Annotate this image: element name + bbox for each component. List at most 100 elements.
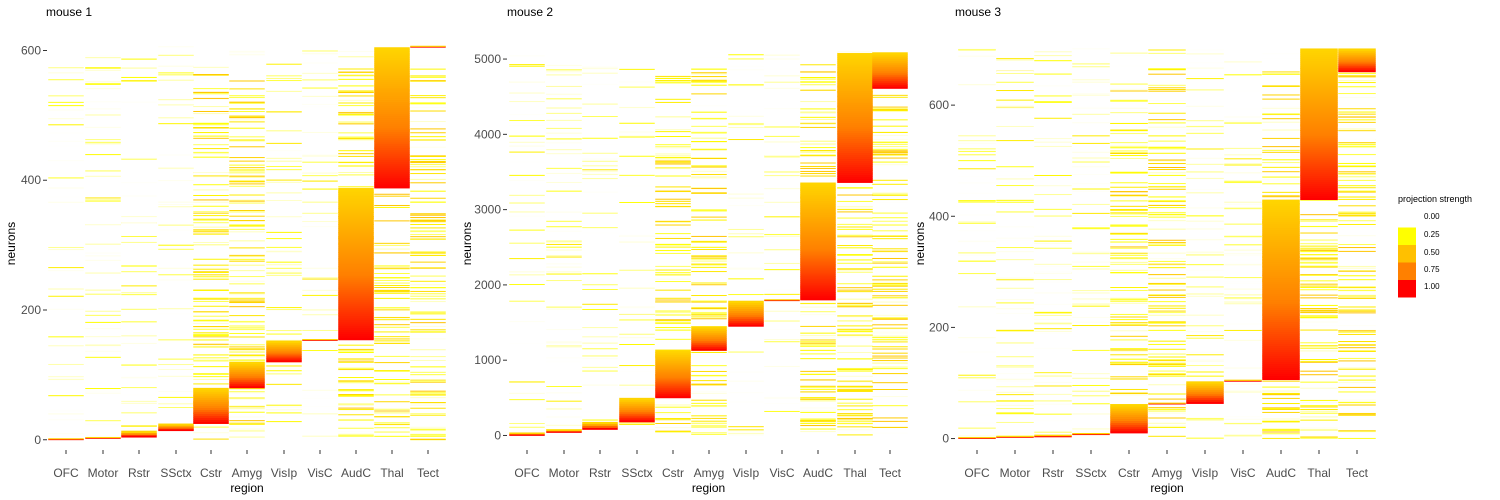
weak-line xyxy=(655,221,691,223)
weak-line xyxy=(1186,331,1224,333)
block-Thal xyxy=(1300,128,1338,131)
streak-line xyxy=(193,212,229,214)
weak-line xyxy=(872,134,908,136)
streak-line xyxy=(229,292,265,294)
streak-line xyxy=(193,373,229,375)
weak-line xyxy=(1262,53,1300,55)
block-AudC xyxy=(1262,377,1300,381)
weak-line xyxy=(546,266,582,268)
weak-line xyxy=(193,88,229,90)
weak-line xyxy=(655,272,691,274)
weak-line xyxy=(837,247,873,249)
streak-line xyxy=(193,233,229,235)
weak-line xyxy=(764,135,800,137)
weak-line xyxy=(1224,173,1262,175)
weak-line xyxy=(1148,286,1186,288)
weak-line xyxy=(1186,228,1224,230)
streak-line xyxy=(374,431,410,433)
streak-line xyxy=(1300,311,1338,313)
weak-line xyxy=(48,177,84,179)
weak-line xyxy=(302,267,338,269)
streak-line xyxy=(229,88,265,90)
weak-line xyxy=(872,102,908,104)
weak-line xyxy=(266,216,302,218)
block-VisIp xyxy=(728,320,764,323)
weak-line xyxy=(619,131,655,133)
weak-line xyxy=(546,94,582,96)
block-AudC xyxy=(1262,343,1300,347)
block-AudC xyxy=(800,234,836,237)
weak-line xyxy=(338,118,374,120)
streak-line xyxy=(1148,274,1186,276)
weak-line xyxy=(764,379,800,381)
x-tick-label: OFC xyxy=(53,466,79,480)
weak-line xyxy=(48,109,84,111)
x-tick-label: AudC xyxy=(341,466,371,480)
weak-line xyxy=(1186,293,1224,295)
weak-line xyxy=(193,93,229,95)
block-AudC xyxy=(1262,305,1300,309)
weak-line xyxy=(121,76,157,78)
block-AudC xyxy=(800,240,836,243)
weak-line xyxy=(1300,401,1338,403)
streak-line xyxy=(872,119,908,121)
weak-line xyxy=(158,394,194,396)
block-Thal xyxy=(1300,157,1338,161)
block-VisIp xyxy=(266,359,302,363)
weak-line xyxy=(619,81,655,83)
weak-line xyxy=(1072,157,1110,159)
weak-line xyxy=(410,65,446,67)
streak-line xyxy=(410,227,446,229)
block-AudC xyxy=(338,215,374,219)
weak-line xyxy=(728,403,764,405)
weak-line xyxy=(374,281,410,283)
block-SSctx xyxy=(158,428,194,432)
weak-line xyxy=(1148,210,1186,212)
weak-line xyxy=(872,165,908,167)
weak-line xyxy=(619,337,655,339)
block-Thal xyxy=(374,171,410,175)
weak-line xyxy=(85,345,121,347)
streak-line xyxy=(655,101,691,103)
weak-line xyxy=(48,318,84,320)
block-AudC xyxy=(1262,353,1300,357)
block-Thal xyxy=(1300,108,1338,111)
weak-line xyxy=(1224,116,1262,118)
weak-line xyxy=(546,423,582,425)
weak-line xyxy=(374,316,410,318)
weak-line xyxy=(193,434,229,436)
weak-line xyxy=(1110,133,1148,135)
block-Thal xyxy=(1300,126,1338,129)
weak-line xyxy=(546,240,582,242)
weak-line xyxy=(85,143,121,145)
weak-line xyxy=(872,331,908,333)
streak-line xyxy=(1148,148,1186,150)
block-Thal xyxy=(837,74,873,78)
weak-line xyxy=(229,231,265,233)
weak-line xyxy=(837,316,873,318)
streak-line xyxy=(1110,224,1148,226)
weak-line xyxy=(410,80,446,82)
streak-line xyxy=(1338,215,1376,217)
weak-line xyxy=(655,227,691,229)
streak-line xyxy=(655,419,691,421)
streak-line xyxy=(410,366,446,368)
weak-line xyxy=(691,193,727,195)
streak-line xyxy=(1300,214,1338,216)
weak-line xyxy=(1034,271,1072,273)
block-Amyg xyxy=(691,338,727,341)
weak-line xyxy=(121,335,157,337)
weak-line xyxy=(338,355,374,357)
streak-line xyxy=(872,96,908,98)
weak-line xyxy=(1110,55,1148,57)
weak-line xyxy=(1300,228,1338,230)
weak-line xyxy=(509,381,545,383)
weak-line xyxy=(158,358,194,360)
weak-line xyxy=(800,144,836,146)
weak-line xyxy=(1034,375,1072,377)
streak-line xyxy=(691,316,727,318)
weak-line xyxy=(691,424,727,426)
weak-line xyxy=(1072,161,1110,163)
block-Thal xyxy=(1300,64,1338,67)
weak-line xyxy=(1224,323,1262,325)
